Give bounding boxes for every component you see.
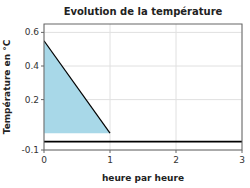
baseline (44, 141, 242, 143)
tick-label-y: 0.6 (25, 27, 40, 37)
tick-label-y: 0.4 (25, 61, 40, 71)
grid-line-y (44, 32, 242, 33)
plot-background (44, 24, 242, 150)
chart: 0 1 2 3 -0.1 0.2 0.4 0.6 Evolution de la tempéra… (0, 0, 250, 188)
line (44, 41, 110, 133)
grid-line-y (44, 66, 242, 67)
tick-label-y: 0.2 (25, 95, 39, 105)
x-axis-label: heure par heure (102, 173, 184, 183)
area (44, 41, 110, 133)
axes: 0 1 2 3 -0.1 0.2 0.4 0.6 (21, 27, 244, 165)
grid (44, 24, 242, 150)
tick-label-x: 2 (173, 155, 179, 165)
tick-label-x: 3 (239, 155, 245, 165)
tick-label-x: 0 (41, 155, 47, 165)
tick-label-x: 1 (107, 155, 113, 165)
title: Evolution de la température (64, 6, 223, 17)
plot-frame (44, 24, 242, 150)
grid-line-x (110, 24, 111, 150)
data (44, 41, 242, 142)
y-axis-label: Température en °C (2, 39, 12, 134)
tick-label-y: -0.1 (21, 145, 39, 155)
grid-line-x (176, 24, 177, 150)
